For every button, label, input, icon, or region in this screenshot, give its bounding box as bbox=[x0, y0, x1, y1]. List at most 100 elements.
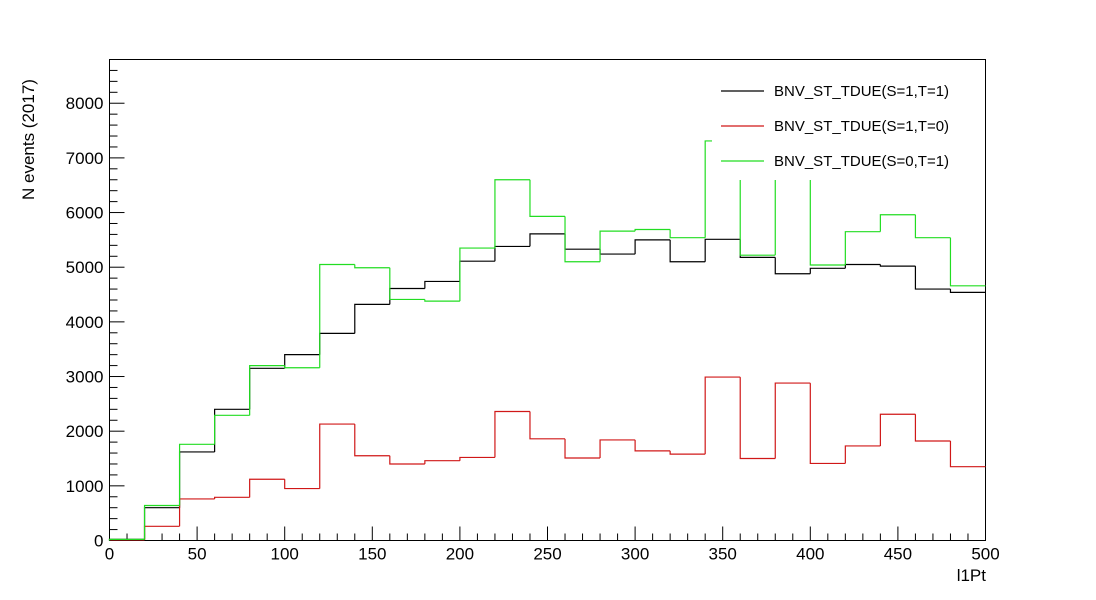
y-tick-label: 6000 bbox=[66, 204, 104, 223]
x-tick-label: 0 bbox=[105, 545, 114, 564]
histogram-bin bbox=[879, 413, 916, 446]
y-tick-label: 8000 bbox=[66, 94, 104, 113]
histogram-bin bbox=[599, 439, 636, 458]
histogram-bin bbox=[564, 233, 601, 250]
histogram-bin bbox=[354, 264, 390, 269]
series-3 bbox=[108, 140, 986, 541]
histogram-bin bbox=[529, 233, 566, 247]
histogram-bin bbox=[844, 263, 881, 269]
histogram-bin bbox=[949, 237, 986, 287]
histogram-bin bbox=[178, 443, 215, 506]
histogram-bin bbox=[143, 504, 180, 540]
x-tick-label: 400 bbox=[796, 545, 824, 564]
x-axis-title: l1Pt bbox=[957, 566, 987, 585]
y-axis-ticks: 0 1000 2000 3000 4000 5000 6000 7000 8000 bbox=[66, 59, 125, 551]
y-axis-title: N events (2017) bbox=[19, 79, 38, 200]
y-tick-label: 5000 bbox=[66, 258, 104, 277]
histogram-bin bbox=[494, 410, 530, 458]
series-layer bbox=[108, 140, 986, 541]
histogram-bin bbox=[634, 228, 671, 232]
y-tick-label: 1000 bbox=[66, 477, 104, 496]
legend-label: BNV_ST_TDUE(S=0,T=1) bbox=[774, 153, 949, 170]
x-tick-label: 100 bbox=[271, 545, 299, 564]
histogram-bin bbox=[214, 496, 250, 499]
x-tick-label: 500 bbox=[971, 545, 999, 564]
histogram-bin bbox=[424, 280, 460, 289]
histogram-bin bbox=[634, 239, 671, 255]
histogram-bin bbox=[389, 267, 425, 301]
histogram-bin bbox=[389, 455, 425, 465]
histogram-bin bbox=[284, 365, 320, 369]
histogram-bin bbox=[914, 266, 951, 290]
legend-label: BNV_ST_TDUE(S=1,T=0) bbox=[774, 118, 949, 135]
histogram-bin bbox=[354, 424, 390, 457]
y-tick-label: 4000 bbox=[66, 313, 104, 332]
histogram-bin bbox=[389, 287, 425, 305]
y-tick-label: 3000 bbox=[66, 368, 104, 387]
histogram-bin bbox=[494, 179, 530, 249]
histogram-bin bbox=[844, 231, 881, 266]
x-tick-label: 50 bbox=[188, 545, 207, 564]
histogram-bin bbox=[914, 214, 951, 239]
histogram-bin bbox=[108, 538, 145, 541]
histogram-bin bbox=[529, 411, 566, 440]
histogram-bin bbox=[494, 245, 530, 262]
histogram-bin bbox=[249, 367, 285, 410]
histogram-bin bbox=[214, 414, 250, 445]
histogram-bin bbox=[774, 257, 811, 275]
x-tick-label: 350 bbox=[709, 545, 737, 564]
histogram-bin bbox=[809, 383, 846, 465]
histogram-bin bbox=[669, 450, 706, 455]
histogram-bin bbox=[459, 247, 495, 302]
histogram-bin bbox=[459, 456, 495, 461]
histogram-bin bbox=[599, 230, 636, 262]
histogram-bin bbox=[284, 354, 320, 369]
histogram-bin bbox=[599, 249, 636, 255]
histogram-bin bbox=[459, 260, 495, 282]
histogram-bin bbox=[704, 376, 741, 455]
x-tick-label: 450 bbox=[884, 545, 912, 564]
x-tick-label: 250 bbox=[533, 545, 561, 564]
histogram-bin bbox=[354, 303, 390, 334]
histogram-bin bbox=[634, 439, 671, 452]
x-tick-label: 150 bbox=[358, 545, 386, 564]
histogram-bin bbox=[108, 539, 145, 541]
histogram-bin bbox=[564, 438, 601, 459]
histogram-bin bbox=[914, 414, 951, 442]
histogram-bin bbox=[809, 167, 846, 266]
histogram-bin bbox=[774, 166, 811, 256]
histogram-bin bbox=[879, 214, 916, 232]
histogram-bin bbox=[669, 239, 706, 263]
histogram-bin bbox=[529, 179, 566, 217]
histogram-bin bbox=[564, 216, 601, 263]
histogram-bin bbox=[949, 441, 986, 468]
x-tick-label: 200 bbox=[446, 545, 474, 564]
y-tick-label: 7000 bbox=[66, 149, 104, 168]
histogram-bin bbox=[319, 332, 355, 355]
histogram-bin bbox=[284, 479, 320, 490]
histogram-bin bbox=[669, 229, 706, 239]
x-axis-ticks: 0 50 100 150 200 250 300 350 400 450 500 bbox=[105, 526, 1000, 564]
series-1 bbox=[108, 233, 986, 541]
histogram-bin bbox=[249, 364, 285, 416]
histogram-bin bbox=[319, 263, 355, 368]
histogram-bin bbox=[319, 423, 355, 489]
histogram-bin bbox=[949, 289, 986, 293]
legend-label: BNV_ST_TDUE(S=1,T=1) bbox=[774, 83, 949, 100]
legend: BNV_ST_TDUE(S=1,T=1) BNV_ST_TDUE(S=1,T=0)… bbox=[712, 68, 984, 180]
y-tick-label: 2000 bbox=[66, 422, 104, 441]
histogram-bin bbox=[249, 478, 285, 498]
histogram-bin bbox=[424, 460, 460, 464]
histogram-bin bbox=[704, 238, 741, 262]
histogram-bin bbox=[739, 377, 776, 460]
histogram-bin bbox=[809, 267, 846, 274]
x-tick-label: 300 bbox=[621, 545, 649, 564]
histogram-bin bbox=[844, 445, 881, 464]
histogram-bin bbox=[424, 299, 460, 302]
y-tick-label: 0 bbox=[94, 532, 103, 551]
histogram-bin bbox=[178, 498, 215, 527]
histogram-bin bbox=[879, 264, 916, 267]
histogram-bin bbox=[774, 382, 811, 459]
series-2 bbox=[108, 376, 986, 541]
